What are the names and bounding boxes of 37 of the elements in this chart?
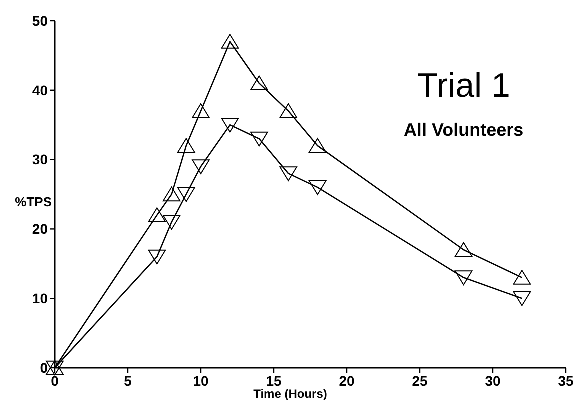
- point: [308, 138, 327, 154]
- text: All Volunteers: [404, 120, 524, 140]
- y-tick-label: 10: [32, 290, 48, 306]
- point: [454, 270, 473, 286]
- point: [192, 160, 210, 174]
- point: [513, 292, 532, 306]
- point: [192, 104, 210, 118]
- point: [178, 138, 196, 154]
- point: [221, 118, 240, 133]
- x-tick-label: 0: [51, 373, 60, 389]
- y-tick-label: 20: [32, 221, 48, 238]
- point: [280, 166, 298, 182]
- x-axis-title: Time (Hours): [254, 387, 328, 401]
- y-tick-label: 0: [40, 360, 48, 376]
- point: [454, 242, 473, 258]
- point: [148, 208, 166, 222]
- point: [280, 104, 298, 118]
- point: [162, 215, 181, 230]
- x-tick-label: 5: [124, 373, 132, 389]
- x-tick-label: 30: [485, 373, 501, 389]
- point: [513, 270, 532, 285]
- point: [308, 180, 327, 196]
- x-tick-label: 10: [193, 373, 209, 389]
- point: [148, 250, 166, 265]
- point: [178, 187, 196, 202]
- point: [221, 34, 240, 49]
- y-tick-label: 50: [32, 12, 48, 29]
- x-tick-label: 20: [339, 373, 355, 389]
- y-axis-title: %TPS: [15, 194, 52, 210]
- point: [250, 132, 268, 147]
- text: Trial 1: [417, 67, 510, 105]
- x-tick-label: 15: [266, 373, 282, 389]
- point: [162, 186, 181, 202]
- y-tick-label: 30: [32, 152, 48, 168]
- y-tick-label: 40: [32, 82, 48, 98]
- point: [250, 76, 268, 91]
- x-tick-label: 25: [412, 373, 428, 389]
